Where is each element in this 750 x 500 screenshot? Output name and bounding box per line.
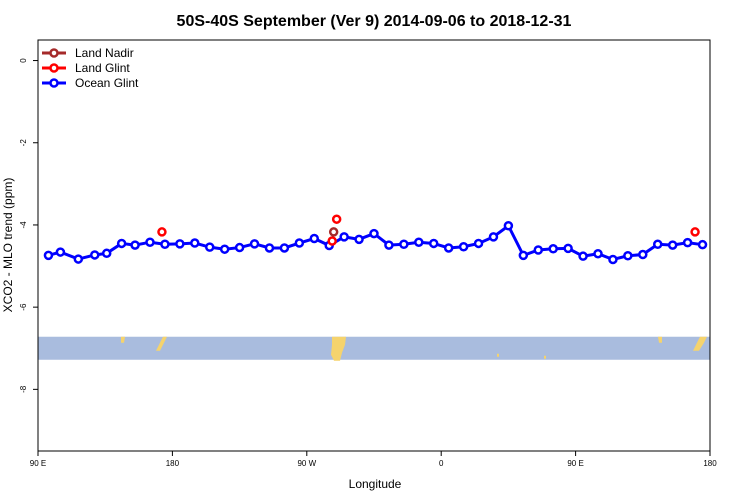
plot-frame bbox=[37, 39, 711, 452]
data-point bbox=[548, 244, 558, 254]
data-point bbox=[279, 243, 290, 253]
data-point bbox=[43, 250, 54, 261]
data-point bbox=[204, 242, 215, 252]
data-point bbox=[443, 243, 454, 253]
x-tick-label: 90 W bbox=[297, 459, 316, 468]
y-axis: 0 -2 -4 -6 -8 bbox=[19, 58, 38, 393]
series-ocean-glint bbox=[43, 221, 708, 265]
chart-title: 50S-40S September (Ver 9) 2014-09-06 to … bbox=[177, 13, 572, 30]
data-point bbox=[309, 233, 320, 244]
data-point bbox=[331, 214, 342, 224]
land-patch bbox=[544, 355, 546, 359]
data-point bbox=[690, 227, 700, 237]
data-point bbox=[264, 243, 275, 253]
legend-swatch-marker bbox=[49, 78, 59, 88]
land-patch bbox=[121, 336, 125, 343]
data-point bbox=[101, 248, 112, 259]
x-tick-label: 180 bbox=[703, 459, 717, 468]
data-point bbox=[89, 250, 100, 260]
ocean-band bbox=[38, 336, 710, 360]
legend-label: Land Glint bbox=[75, 61, 130, 75]
data-point bbox=[518, 250, 529, 261]
data-point bbox=[593, 248, 603, 259]
y-tick-label: -8 bbox=[19, 385, 28, 393]
data-point bbox=[578, 251, 588, 261]
data-point bbox=[190, 238, 200, 248]
data-point bbox=[623, 251, 633, 261]
land-patch bbox=[156, 336, 167, 351]
series-land-glint bbox=[157, 214, 700, 246]
data-point bbox=[116, 238, 127, 249]
x-tick-label: 180 bbox=[166, 459, 180, 468]
data-point bbox=[175, 239, 185, 249]
y-tick-label: -6 bbox=[19, 303, 28, 311]
legend-item: Land Glint bbox=[42, 61, 130, 75]
data-point bbox=[328, 227, 339, 237]
data-point bbox=[234, 242, 245, 253]
land-patch bbox=[331, 336, 346, 361]
data-point bbox=[130, 240, 140, 250]
data-point bbox=[608, 254, 618, 265]
y-tick-label: 0 bbox=[19, 58, 28, 63]
data-point bbox=[145, 237, 155, 247]
land-patch bbox=[658, 336, 662, 343]
data-point bbox=[249, 239, 260, 249]
legend-swatch-marker bbox=[49, 48, 59, 58]
data-point bbox=[55, 247, 66, 257]
data-point bbox=[339, 232, 349, 242]
data-point bbox=[157, 227, 167, 237]
data-point bbox=[697, 239, 708, 250]
data-point bbox=[399, 239, 409, 250]
data-point bbox=[327, 236, 337, 246]
legend-label: Land Nadir bbox=[75, 46, 134, 60]
legend-label: Ocean Glint bbox=[75, 76, 139, 90]
legend-item: Ocean Glint bbox=[42, 76, 139, 90]
series-layer bbox=[43, 214, 708, 265]
map-strip bbox=[38, 336, 710, 361]
data-point bbox=[563, 243, 573, 254]
legend-item: Land Nadir bbox=[42, 46, 134, 60]
series-land-nadir bbox=[328, 227, 339, 237]
data-point bbox=[488, 232, 499, 242]
data-point bbox=[503, 221, 514, 231]
data-point bbox=[414, 237, 424, 247]
y-tick-label: -2 bbox=[19, 139, 28, 147]
data-point bbox=[369, 228, 379, 239]
data-point bbox=[428, 238, 439, 249]
data-point bbox=[458, 241, 469, 252]
data-point bbox=[667, 240, 678, 250]
data-point bbox=[354, 234, 364, 245]
data-point bbox=[533, 245, 544, 255]
data-point bbox=[219, 244, 230, 254]
data-point bbox=[638, 249, 648, 260]
x-axis: 90 E 180 90 W 0 90 E 180 bbox=[30, 451, 717, 468]
y-tick-label: -4 bbox=[19, 221, 28, 229]
land-patch bbox=[497, 353, 499, 357]
x-axis-title: Longitude bbox=[349, 477, 402, 491]
data-point bbox=[294, 238, 305, 248]
data-point bbox=[652, 239, 663, 250]
y-axis-title: XCO2 - MLO trend (ppm) bbox=[1, 178, 15, 313]
data-point bbox=[473, 238, 484, 249]
x-tick-label: 90 E bbox=[567, 459, 583, 468]
x-tick-label: 0 bbox=[439, 459, 444, 468]
legend-swatch-marker bbox=[49, 63, 59, 73]
land-patch bbox=[693, 336, 707, 351]
data-point bbox=[73, 254, 84, 264]
data-point bbox=[160, 239, 170, 250]
data-point bbox=[682, 237, 693, 248]
x-tick-label: 90 E bbox=[30, 459, 46, 468]
data-point bbox=[384, 240, 394, 250]
